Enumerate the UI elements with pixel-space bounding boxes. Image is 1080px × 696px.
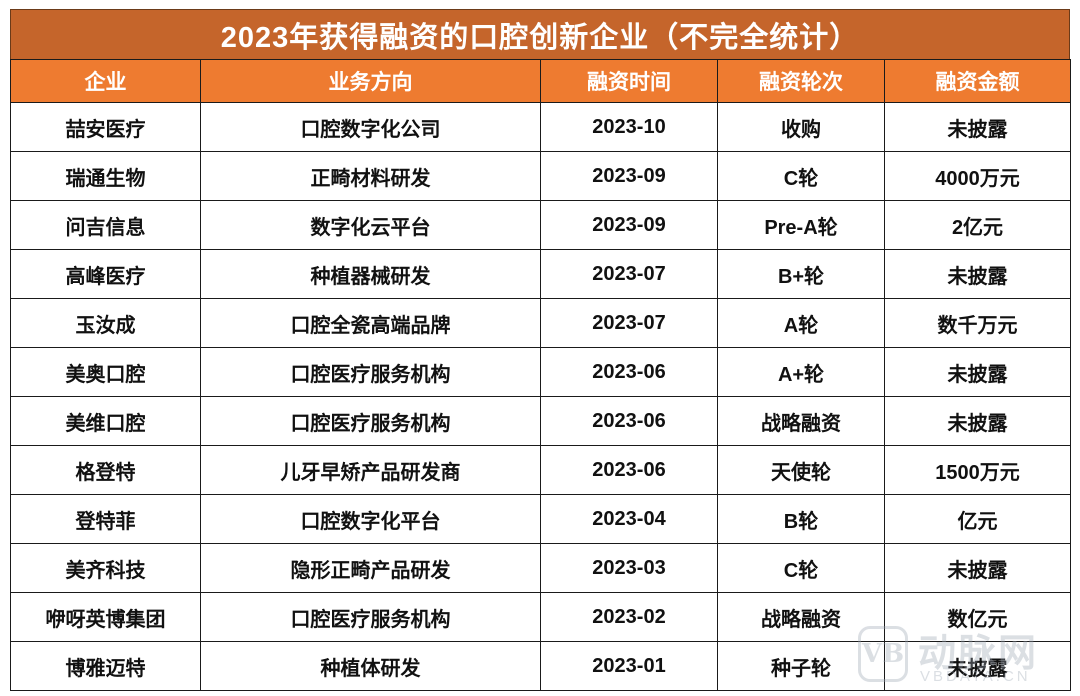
cell-amount: 数千万元 bbox=[884, 298, 1071, 348]
table-row: 美齐科技 隐形正畸产品研发 2023-03 C轮 未披露 bbox=[10, 543, 1071, 593]
cell-company: 问吉信息 bbox=[10, 200, 201, 250]
cell-round: B+轮 bbox=[717, 249, 885, 299]
cell-amount: 未披露 bbox=[884, 641, 1071, 691]
cell-amount: 4000万元 bbox=[884, 151, 1071, 201]
cell-business: 口腔全瓷高端品牌 bbox=[200, 298, 541, 348]
cell-business: 口腔数字化平台 bbox=[200, 494, 541, 544]
cell-date: 2023-06 bbox=[540, 347, 718, 397]
table-title: 2023年获得融资的口腔创新企业（不完全统计） bbox=[10, 9, 1070, 59]
table-row: 瑞通生物 正畸材料研发 2023-09 C轮 4000万元 bbox=[10, 151, 1071, 201]
cell-amount: 未披露 bbox=[884, 102, 1071, 152]
cell-date: 2023-02 bbox=[540, 592, 718, 642]
cell-amount: 2亿元 bbox=[884, 200, 1071, 250]
cell-date: 2023-01 bbox=[540, 641, 718, 691]
cell-company: 美维口腔 bbox=[10, 396, 201, 446]
cell-amount: 亿元 bbox=[884, 494, 1071, 544]
header-company: 企业 bbox=[10, 59, 201, 103]
cell-amount: 1500万元 bbox=[884, 445, 1071, 495]
cell-company: 瑞通生物 bbox=[10, 151, 201, 201]
header-business: 业务方向 bbox=[200, 59, 541, 103]
cell-amount: 数亿元 bbox=[884, 592, 1071, 642]
cell-company: 登特菲 bbox=[10, 494, 201, 544]
cell-date: 2023-07 bbox=[540, 298, 718, 348]
cell-date: 2023-10 bbox=[540, 102, 718, 152]
cell-round: 收购 bbox=[717, 102, 885, 152]
table-row: 美维口腔 口腔医疗服务机构 2023-06 战略融资 未披露 bbox=[10, 396, 1071, 446]
table-row: 高峰医疗 种植器械研发 2023-07 B+轮 未披露 bbox=[10, 249, 1071, 299]
cell-business: 口腔医疗服务机构 bbox=[200, 592, 541, 642]
cell-business: 口腔医疗服务机构 bbox=[200, 396, 541, 446]
cell-company: 高峰医疗 bbox=[10, 249, 201, 299]
cell-round: A轮 bbox=[717, 298, 885, 348]
cell-date: 2023-04 bbox=[540, 494, 718, 544]
cell-round: Pre-A轮 bbox=[717, 200, 885, 250]
table-row: 喆安医疗 口腔数字化公司 2023-10 收购 未披露 bbox=[10, 102, 1071, 152]
table-row: 问吉信息 数字化云平台 2023-09 Pre-A轮 2亿元 bbox=[10, 200, 1071, 250]
funding-table: 企业 业务方向 融资时间 融资轮次 融资金额 喆安医疗 口腔数字化公司 2023-1… bbox=[10, 59, 1071, 691]
cell-company: 咿呀英博集团 bbox=[10, 592, 201, 642]
table-row: 格登特 儿牙早矫产品研发商 2023-06 天使轮 1500万元 bbox=[10, 445, 1071, 495]
cell-round: 战略融资 bbox=[717, 592, 885, 642]
cell-date: 2023-09 bbox=[540, 200, 718, 250]
cell-company: 喆安医疗 bbox=[10, 102, 201, 152]
table-body: 喆安医疗 口腔数字化公司 2023-10 收购 未披露 瑞通生物 正畸材料研发 2023-09… bbox=[10, 102, 1071, 691]
table-row: 咿呀英博集团 口腔医疗服务机构 2023-02 战略融资 数亿元 bbox=[10, 592, 1071, 642]
cell-business: 隐形正畸产品研发 bbox=[200, 543, 541, 593]
cell-round: B轮 bbox=[717, 494, 885, 544]
cell-round: A+轮 bbox=[717, 347, 885, 397]
cell-company: 格登特 bbox=[10, 445, 201, 495]
cell-date: 2023-09 bbox=[540, 151, 718, 201]
header-amount: 融资金额 bbox=[884, 59, 1071, 103]
cell-amount: 未披露 bbox=[884, 396, 1071, 446]
cell-business: 正畸材料研发 bbox=[200, 151, 541, 201]
cell-business: 数字化云平台 bbox=[200, 200, 541, 250]
table-header: 企业 业务方向 融资时间 融资轮次 融资金额 bbox=[10, 59, 1071, 103]
cell-business: 儿牙早矫产品研发商 bbox=[200, 445, 541, 495]
table-row: 玉汝成 口腔全瓷高端品牌 2023-07 A轮 数千万元 bbox=[10, 298, 1071, 348]
cell-round: C轮 bbox=[717, 151, 885, 201]
cell-date: 2023-06 bbox=[540, 396, 718, 446]
cell-round: 种子轮 bbox=[717, 641, 885, 691]
header-row: 企业 业务方向 融资时间 融资轮次 融资金额 bbox=[10, 59, 1071, 103]
cell-business: 口腔数字化公司 bbox=[200, 102, 541, 152]
cell-date: 2023-06 bbox=[540, 445, 718, 495]
cell-date: 2023-03 bbox=[540, 543, 718, 593]
table-row: 登特菲 口腔数字化平台 2023-04 B轮 亿元 bbox=[10, 494, 1071, 544]
cell-business: 种植器械研发 bbox=[200, 249, 541, 299]
cell-company: 美奥口腔 bbox=[10, 347, 201, 397]
cell-amount: 未披露 bbox=[884, 347, 1071, 397]
table-row: 美奥口腔 口腔医疗服务机构 2023-06 A+轮 未披露 bbox=[10, 347, 1071, 397]
cell-round: 战略融资 bbox=[717, 396, 885, 446]
table-frame: 2023年获得融资的口腔创新企业（不完全统计） 企业 业务方向 融资时间 融资轮… bbox=[10, 9, 1071, 691]
cell-amount: 未披露 bbox=[884, 249, 1071, 299]
cell-round: 天使轮 bbox=[717, 445, 885, 495]
header-date: 融资时间 bbox=[540, 59, 718, 103]
header-round: 融资轮次 bbox=[717, 59, 885, 103]
cell-date: 2023-07 bbox=[540, 249, 718, 299]
cell-company: 博雅迈特 bbox=[10, 641, 201, 691]
cell-business: 种植体研发 bbox=[200, 641, 541, 691]
cell-company: 美齐科技 bbox=[10, 543, 201, 593]
cell-company: 玉汝成 bbox=[10, 298, 201, 348]
cell-round: C轮 bbox=[717, 543, 885, 593]
table-row: 博雅迈特 种植体研发 2023-01 种子轮 未披露 bbox=[10, 641, 1071, 691]
cell-business: 口腔医疗服务机构 bbox=[200, 347, 541, 397]
cell-amount: 未披露 bbox=[884, 543, 1071, 593]
